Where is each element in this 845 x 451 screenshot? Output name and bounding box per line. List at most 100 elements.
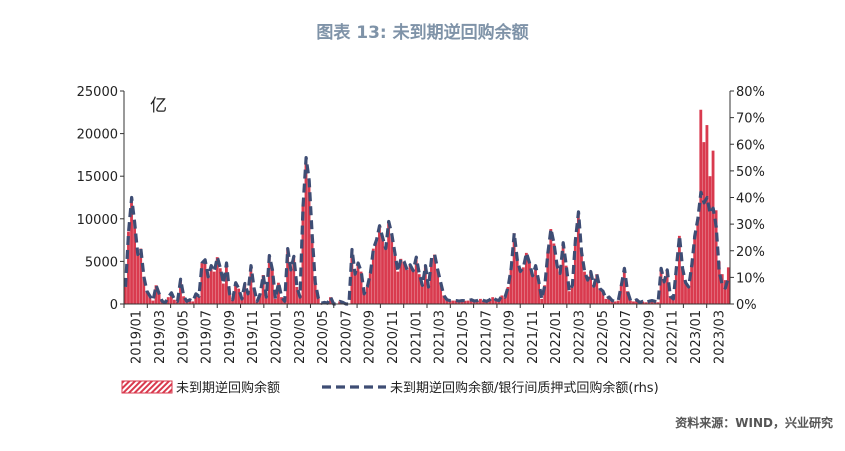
bar: [460, 300, 464, 304]
bar: [289, 269, 293, 304]
bar: [564, 265, 568, 304]
bar: [228, 293, 231, 304]
bar: [451, 300, 455, 304]
legend: 未到期逆回购余额 未到期逆回购余额/银行间质押式回购余额(rhs): [121, 380, 659, 396]
bar: [714, 210, 718, 304]
bar: [616, 300, 620, 304]
bar: [313, 282, 317, 304]
bar: [475, 300, 479, 304]
bar: [209, 265, 213, 304]
bar: [212, 271, 216, 304]
bar: [500, 295, 504, 304]
bar: [261, 275, 265, 304]
bar: [662, 281, 666, 304]
y-right-tick-label: 0%: [736, 298, 757, 313]
bar: [280, 297, 283, 304]
bar: [182, 296, 185, 304]
legend-bar-label: 未到期逆回购余额: [176, 380, 280, 396]
bar: [561, 242, 565, 304]
bar: [723, 280, 727, 304]
legend-bar-swatch: [121, 380, 173, 394]
bar: [396, 271, 400, 304]
bar: [402, 261, 406, 304]
y-right-tick-label: 30%: [736, 218, 765, 233]
ratio-line-series: [123, 155, 731, 306]
y-right-tick-label: 50%: [736, 165, 765, 180]
bar: [668, 296, 672, 304]
y-left-tick-label: 20000: [77, 128, 118, 143]
bar-series: [124, 109, 730, 305]
x-tick-label: 2021/05: [456, 310, 471, 364]
bar: [258, 293, 262, 304]
bar: [136, 254, 140, 304]
bar: [237, 288, 241, 304]
bar: [393, 252, 397, 304]
bar: [157, 293, 161, 304]
bar: [659, 268, 663, 304]
bar: [197, 296, 201, 304]
bar: [399, 258, 403, 304]
x-tick-label: 2021/07: [479, 310, 494, 364]
y-right-tick-label: 80%: [736, 85, 765, 100]
bar: [448, 300, 452, 304]
bar: [463, 300, 467, 304]
bar: [717, 261, 721, 304]
bar: [573, 240, 577, 304]
bar: [371, 248, 375, 304]
bar: [629, 300, 632, 304]
bar: [203, 259, 207, 304]
bar: [583, 271, 586, 304]
y-left-tick-label: 5000: [85, 255, 118, 270]
bar: [528, 263, 531, 304]
bar: [273, 298, 277, 304]
bar: [589, 271, 593, 304]
bar: [362, 293, 366, 304]
bar: [466, 300, 470, 304]
y-right-tick-label: 20%: [736, 245, 765, 260]
y-right-tick-label: 60%: [736, 138, 765, 153]
x-tick-label: 2020/01: [270, 310, 285, 364]
bar: [387, 221, 391, 304]
x-tick-label: 2019/01: [130, 310, 145, 364]
axes: [120, 90, 734, 308]
x-tick-label: 2020/11: [386, 310, 401, 364]
x-tick-label: 2021/03: [433, 310, 448, 364]
y-left-tick-label: 10000: [77, 213, 118, 228]
bar: [711, 150, 715, 304]
bar: [503, 297, 507, 304]
bar: [576, 211, 580, 304]
bar: [684, 282, 687, 304]
bar: [549, 229, 553, 304]
bar: [133, 223, 136, 304]
bar: [613, 301, 617, 304]
bar: [494, 299, 498, 304]
bar: [521, 267, 525, 304]
bar: [368, 273, 372, 304]
bar: [169, 292, 173, 304]
x-tick-label: 2022/01: [549, 310, 564, 364]
bar: [417, 274, 421, 304]
bar: [145, 291, 149, 304]
bar: [726, 267, 730, 304]
bar: [194, 293, 198, 304]
x-tick-label: 2020/03: [293, 310, 308, 364]
bar: [166, 297, 170, 304]
bar: [264, 297, 268, 304]
bar: [420, 285, 424, 304]
bar: [270, 269, 274, 304]
bar: [218, 268, 222, 304]
bar: [215, 257, 219, 304]
bar: [512, 233, 516, 304]
bar: [619, 285, 623, 304]
x-tick-label: 2019/09: [223, 310, 238, 364]
bar: [543, 285, 547, 304]
bar: [518, 271, 522, 304]
bar: [705, 125, 709, 304]
bar: [509, 268, 513, 304]
bar: [540, 298, 544, 304]
bar: [246, 293, 250, 304]
x-tick-label: 2022/11: [666, 310, 681, 364]
bar: [570, 285, 574, 304]
bar: [381, 237, 384, 304]
bar: [632, 301, 635, 304]
